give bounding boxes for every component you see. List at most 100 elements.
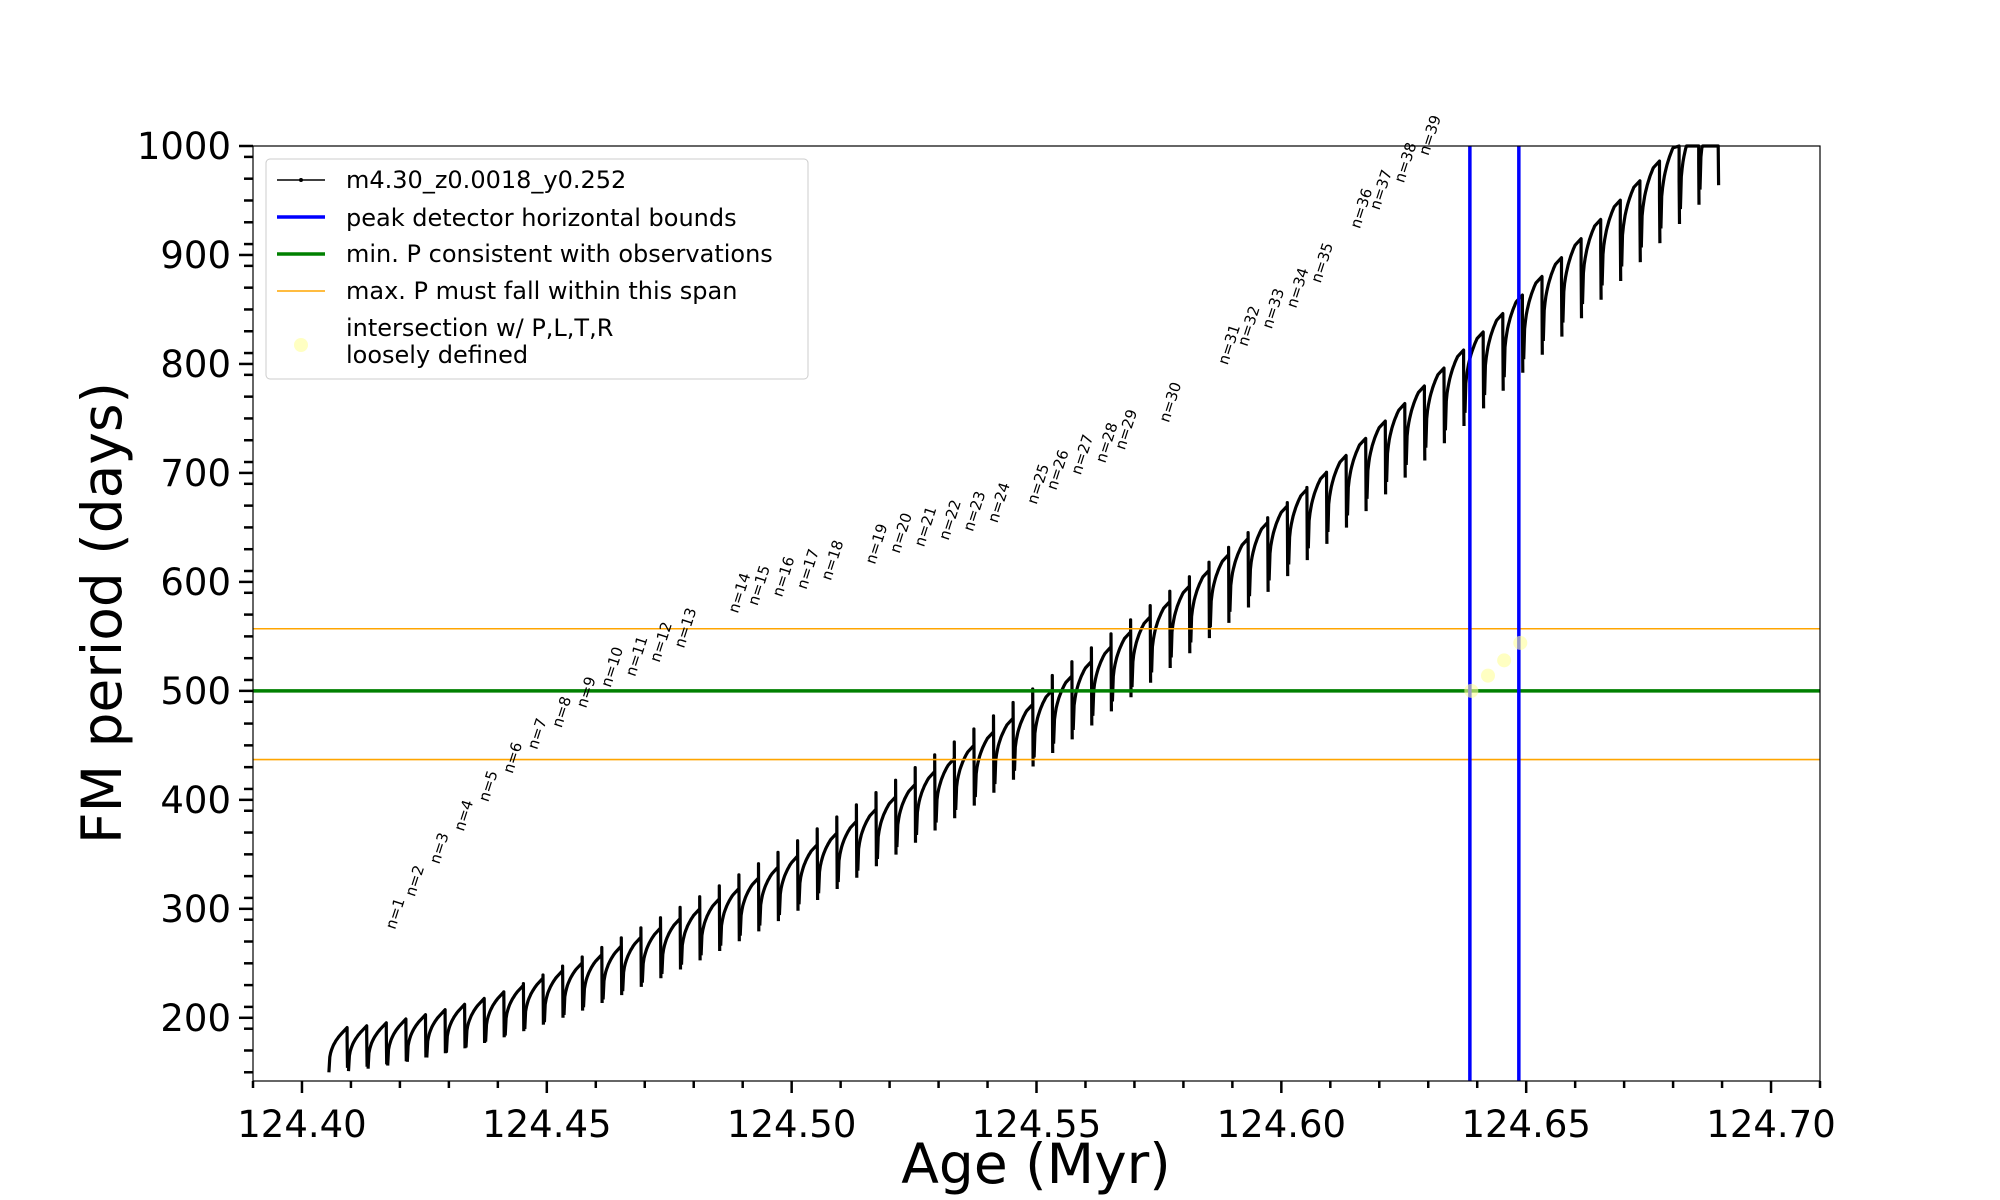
pulse-cycle-line	[777, 839, 800, 916]
pulse-cycle-line	[503, 982, 526, 1036]
cycle-label: n=35	[1307, 240, 1337, 285]
legend-label-intersection: intersection w/ P,L,T,R loosely defined	[346, 314, 613, 369]
pulse-cycle-line	[954, 727, 976, 810]
pulse-cycle-line	[444, 1002, 467, 1053]
cycle-label: n=16	[769, 554, 799, 599]
pulse-cycle-line	[562, 955, 585, 1015]
legend-box	[265, 158, 809, 380]
pulse-cycle-line	[1678, 144, 1701, 210]
y-tick-label: 500	[160, 670, 231, 713]
x-tick-label: 124.65	[1461, 1103, 1590, 1146]
pulse-cycle-line	[856, 791, 878, 871]
pulse-cycle-line	[738, 862, 761, 936]
pulse-cycle-line	[601, 936, 624, 1000]
pulse-cycle-line	[1012, 687, 1035, 771]
legend-swatch-model-marker	[299, 178, 303, 182]
x-tick-label: 124.50	[727, 1103, 856, 1146]
cycle-label: n=7	[524, 716, 551, 752]
pulse-cycle-line	[1306, 470, 1329, 549]
legend: m4.30_z0.0018_y0.252 peak detector horiz…	[265, 158, 809, 380]
pulse-cycle-line	[1385, 402, 1407, 482]
pulse-cycle-line	[1267, 501, 1290, 581]
pulse-cycle-line	[621, 926, 643, 992]
pulse-cycle-line	[660, 905, 683, 974]
y-tick-label: 600	[160, 561, 231, 604]
y-axis-title: FM period (days)	[70, 382, 134, 844]
pulse-cycle-line	[346, 1024, 369, 1072]
pulse-cycle-line	[1130, 604, 1153, 688]
pulse-cycle-line	[1091, 632, 1113, 716]
pulse-cycle-line	[1659, 144, 1682, 229]
pulse-cycle-line	[1483, 312, 1505, 396]
pulse-cycle-line	[1110, 618, 1133, 702]
legend-label-max-period-span: max. P must fall within this span	[346, 277, 737, 305]
cycle-label: n=24	[984, 480, 1014, 525]
intersection-point	[1513, 635, 1528, 650]
y-axis-ticks: 200 300 400 500 600 700 800 900 1000	[137, 125, 253, 1074]
pulse-cycle-line	[1032, 673, 1055, 758]
pulse-cycle-line	[1189, 560, 1211, 643]
intersection-point	[1464, 683, 1479, 698]
pulse-cycle-line	[1208, 545, 1231, 628]
cycle-label: n=18	[817, 538, 847, 583]
pulse-cycle-line	[425, 1008, 447, 1058]
y-tick-label: 1000	[137, 125, 231, 168]
pulse-cycle-line	[1287, 485, 1309, 565]
pulse-cycle-line	[640, 916, 663, 983]
cycle-label: n=21	[911, 504, 941, 549]
pulse-cycle-line	[993, 700, 1016, 785]
cycle-label: n=4	[450, 798, 477, 834]
cycle-label: n=34	[1283, 265, 1313, 310]
pulse-cycle-line	[1365, 419, 1388, 499]
cycle-label: n=33	[1258, 286, 1288, 331]
pulse-cycle-line	[1522, 274, 1544, 360]
pulse-cycle-line	[1580, 217, 1603, 305]
pulse-cycle-line	[484, 990, 506, 1042]
cycle-label: n=30	[1155, 380, 1185, 425]
pulse-cycle-line	[758, 850, 780, 926]
pulse-cycle-line	[366, 1021, 389, 1069]
pulse-cycle-line	[1326, 453, 1349, 533]
plot-data-layer	[327, 144, 1721, 1073]
intersection-point	[1497, 653, 1512, 668]
cycle-label: n=17	[793, 547, 823, 592]
cycle-label: n=6	[499, 740, 526, 776]
legend-label-intersection-line: intersection w/ P,L,T,R	[346, 314, 613, 342]
cycle-label: n=2	[401, 863, 428, 899]
pulse-cycle-line	[875, 778, 898, 860]
y-tick-label: 300	[160, 888, 231, 931]
cycle-label: n=39	[1415, 113, 1445, 158]
legend-label-peak-bounds: peak detector horizontal bounds	[346, 204, 737, 232]
y-tick-label: 400	[160, 779, 231, 822]
x-tick-label: 124.55	[972, 1103, 1101, 1146]
pulse-cycle-line	[1052, 660, 1074, 744]
legend-label-intersection-line: loosely defined	[346, 341, 528, 369]
pulse-cycle-line	[1071, 646, 1094, 730]
cycle-label: n=19	[862, 522, 892, 567]
reference-lines-layer	[253, 146, 1820, 1081]
pulse-cycle-line	[797, 827, 820, 905]
y-tick-label: 700	[160, 452, 231, 495]
cycle-label: n=29	[1111, 407, 1141, 452]
pulse-cycle-line	[1463, 330, 1486, 413]
pulse-cycle-line	[1404, 384, 1427, 465]
pulse-cycle-line	[327, 1026, 350, 1073]
cycle-label: n=23	[959, 489, 989, 534]
pulse-cycle-line	[1541, 256, 1564, 342]
pulse-cycle-line	[1228, 531, 1251, 612]
legend-swatch-intersection	[294, 338, 308, 352]
pulse-cycle-line	[914, 753, 937, 835]
pulse-cycle-line	[405, 1013, 428, 1062]
x-tick-label: 124.45	[482, 1103, 611, 1146]
pulse-cycle-line	[1150, 589, 1172, 673]
cycle-label: n=13	[671, 605, 701, 650]
x-axis-title: Age (Myr)	[901, 1132, 1170, 1196]
pulse-cycle-line	[464, 996, 487, 1048]
x-tick-label: 124.60	[1217, 1103, 1346, 1146]
pulse-cycle-line	[581, 945, 604, 1008]
x-tick-label: 124.40	[237, 1103, 366, 1146]
pulse-cycle-line	[679, 895, 702, 965]
cycle-label: n=5	[475, 768, 502, 804]
pulse-cycle-line	[817, 815, 839, 894]
